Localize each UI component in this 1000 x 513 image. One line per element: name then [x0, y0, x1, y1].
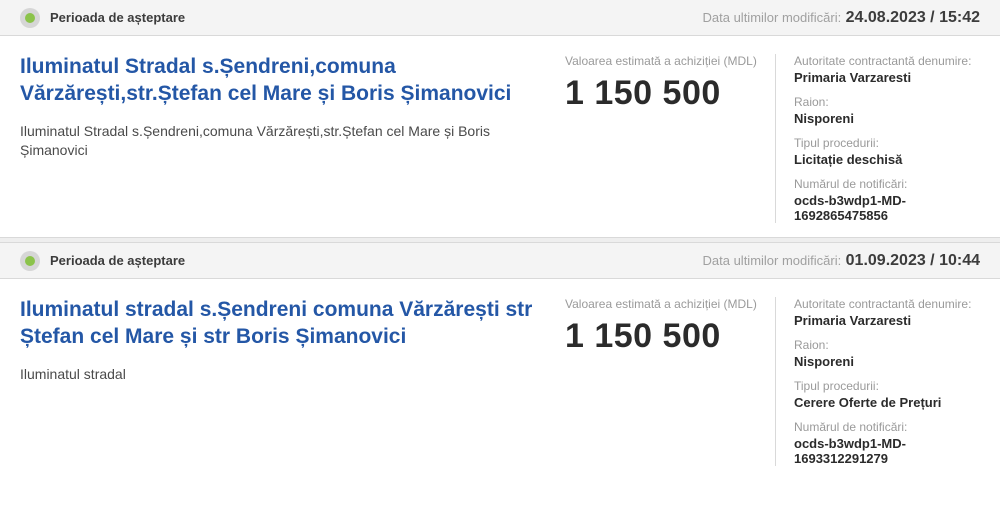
meta-label-3: Numărul de notificări: — [794, 177, 980, 191]
meta-value-1: Nisporeni — [794, 111, 980, 126]
status-dot-icon — [25, 13, 35, 23]
modified-value: 01.09.2023 / 10:44 — [846, 252, 980, 269]
record-header: Perioada de așteptare Data ultimilor mod… — [0, 0, 1000, 36]
status-label: Perioada de așteptare — [50, 10, 185, 25]
meta-column: Autoritate contractantă denumire: Primar… — [775, 54, 980, 223]
record-title-link[interactable]: Iluminatul Stradal s.Șendreni,comuna Văr… — [20, 54, 545, 108]
meta-value-1: Nisporeni — [794, 354, 980, 369]
meta-column: Autoritate contractantă denumire: Primar… — [775, 297, 980, 466]
tender-record-card: Perioada de așteptare Data ultimilor mod… — [0, 0, 1000, 237]
title-column: Iluminatul stradal s.Șendreni comuna Văr… — [20, 297, 565, 384]
meta-label-2: Tipul procedurii: — [794, 136, 980, 150]
modified-value: 24.08.2023 / 15:42 — [846, 9, 980, 26]
meta-row-0: Autoritate contractantă denumire: Primar… — [794, 297, 980, 328]
meta-row-2: Tipul procedurii: Licitație deschisă — [794, 136, 980, 167]
value-label: Valoarea estimată a achiziției (MDL) — [565, 54, 757, 68]
record-header: Perioada de așteptare Data ultimilor mod… — [0, 243, 1000, 279]
record-title-link[interactable]: Iluminatul stradal s.Șendreni comuna Văr… — [20, 297, 545, 351]
meta-label-0: Autoritate contractantă denumire: — [794, 297, 980, 311]
record-body: Iluminatul stradal s.Șendreni comuna Văr… — [0, 279, 1000, 480]
meta-label-1: Raion: — [794, 95, 980, 109]
meta-row-2: Tipul procedurii: Cerere Oferte de Prețu… — [794, 379, 980, 410]
meta-row-1: Raion: Nisporeni — [794, 95, 980, 126]
tender-list-page: Perioada de așteptare Data ultimilor mod… — [0, 0, 1000, 513]
modified-info: Data ultimilor modificări: 01.09.2023 / … — [703, 252, 981, 270]
tender-record-card: Perioada de așteptare Data ultimilor mod… — [0, 243, 1000, 480]
modified-label: Data ultimilor modificări: — [703, 10, 842, 25]
status-group: Perioada de așteptare — [20, 251, 185, 271]
modified-label: Data ultimilor modificări: — [703, 253, 842, 268]
meta-value-0: Primaria Varzaresti — [794, 313, 980, 328]
value-number: 1 150 500 — [565, 317, 757, 356]
meta-label-1: Raion: — [794, 338, 980, 352]
meta-label-0: Autoritate contractantă denumire: — [794, 54, 980, 68]
meta-value-3: ocds-b3wdp1-MD-1692865475856 — [794, 193, 980, 223]
record-subtitle: Iluminatul Stradal s.Șendreni,comuna Văr… — [20, 122, 545, 161]
meta-label-3: Numărul de notificări: — [794, 420, 980, 434]
title-column: Iluminatul Stradal s.Șendreni,comuna Văr… — [20, 54, 565, 161]
status-indicator — [20, 8, 40, 28]
status-dot-icon — [25, 256, 35, 266]
record-subtitle: Iluminatul stradal — [20, 365, 545, 385]
meta-row-3: Numărul de notificări: ocds-b3wdp1-MD-16… — [794, 420, 980, 466]
meta-value-2: Cerere Oferte de Prețuri — [794, 395, 980, 410]
record-body: Iluminatul Stradal s.Șendreni,comuna Văr… — [0, 36, 1000, 237]
meta-label-2: Tipul procedurii: — [794, 379, 980, 393]
meta-value-2: Licitație deschisă — [794, 152, 980, 167]
meta-value-0: Primaria Varzaresti — [794, 70, 980, 85]
status-group: Perioada de așteptare — [20, 8, 185, 28]
value-column: Valoarea estimată a achiziției (MDL) 1 1… — [565, 297, 775, 356]
status-indicator — [20, 251, 40, 271]
meta-row-0: Autoritate contractantă denumire: Primar… — [794, 54, 980, 85]
meta-row-3: Numărul de notificări: ocds-b3wdp1-MD-16… — [794, 177, 980, 223]
meta-value-3: ocds-b3wdp1-MD-1693312291279 — [794, 436, 980, 466]
status-label: Perioada de așteptare — [50, 253, 185, 268]
value-label: Valoarea estimată a achiziției (MDL) — [565, 297, 757, 311]
meta-row-1: Raion: Nisporeni — [794, 338, 980, 369]
value-number: 1 150 500 — [565, 74, 757, 113]
value-column: Valoarea estimată a achiziției (MDL) 1 1… — [565, 54, 775, 113]
modified-info: Data ultimilor modificări: 24.08.2023 / … — [703, 9, 981, 27]
